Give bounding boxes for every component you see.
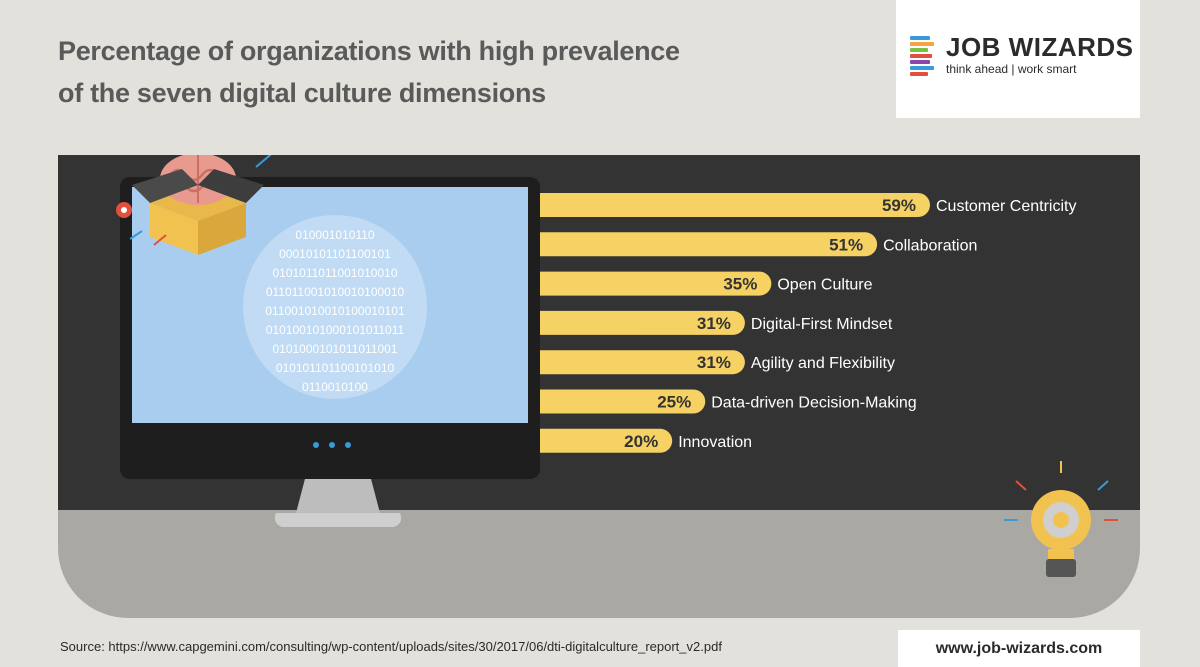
category-label: Agility and Flexibility [751,355,895,372]
monitor-base [274,513,402,527]
job-wizards-logo[interactable]: JOB WIZARDS think ahead | work smart [896,0,1140,118]
brain-box-icon [132,155,264,255]
monitor-dot [329,442,335,448]
category-label: Innovation [678,434,752,451]
binary-line: 00010101101100101 [279,247,391,261]
bar-value-label: 51% [829,235,863,254]
bar [540,271,772,296]
bar-value-label: 25% [657,393,691,412]
bar-value-label: 35% [723,275,757,294]
light-bulb-icon [1004,461,1118,577]
books-icon [910,36,934,76]
logo-tagline: think ahead | work smart [946,62,1077,76]
website-link[interactable]: www.job-wizards.com [898,630,1140,667]
screen-circle [243,215,427,399]
category-label: Digital-First Mindset [751,316,893,333]
bar-value-label: 31% [697,314,731,333]
category-label: Customer Centricity [936,198,1076,215]
category-label: Data-driven Decision-Making [711,395,916,412]
monitor-dot [345,442,351,448]
binary-line: 010001010110 [295,228,375,242]
chart-title: Percentage of organizations with high pr… [58,36,680,108]
illustration-stage: 010001010110 00010101101100101 01010110110… [58,155,1140,618]
bars-group: 59% Customer Centricity 51% Collaboration 35… [540,193,1076,453]
bar [540,232,878,257]
bar [540,428,673,453]
chart-area: 010001010110 00010101101100101 01010110110… [116,155,1118,577]
bar [540,350,745,375]
binary-line: 011001010010100010101 [265,304,405,318]
bar [540,389,706,414]
category-label: Collaboration [883,237,977,254]
bar-value-label: 31% [697,353,731,372]
source-note: Source: https://www.capgemini.com/consul… [60,639,722,654]
bar [540,193,930,217]
binary-line: 0101000101011011001 [272,342,397,356]
category-label: Open Culture [777,277,872,294]
bar-value-label: 20% [624,432,658,451]
binary-line: 011011001010010100010 [266,285,405,299]
bar [540,310,745,335]
monitor-dot [313,442,319,448]
binary-line: 0101011011001010010 [272,266,397,280]
binary-line: 010100101000101011011 [266,323,405,337]
binary-line: 010101101100101010 [276,361,395,375]
logo-name: JOB WIZARDS [946,32,1134,62]
binary-line: 0110010100 [302,380,368,394]
bar-value-label: 59% [882,196,916,215]
binary-digits: 010001010110 00010101101100101 01010110110… [265,228,405,394]
monitor-neck [296,475,380,513]
